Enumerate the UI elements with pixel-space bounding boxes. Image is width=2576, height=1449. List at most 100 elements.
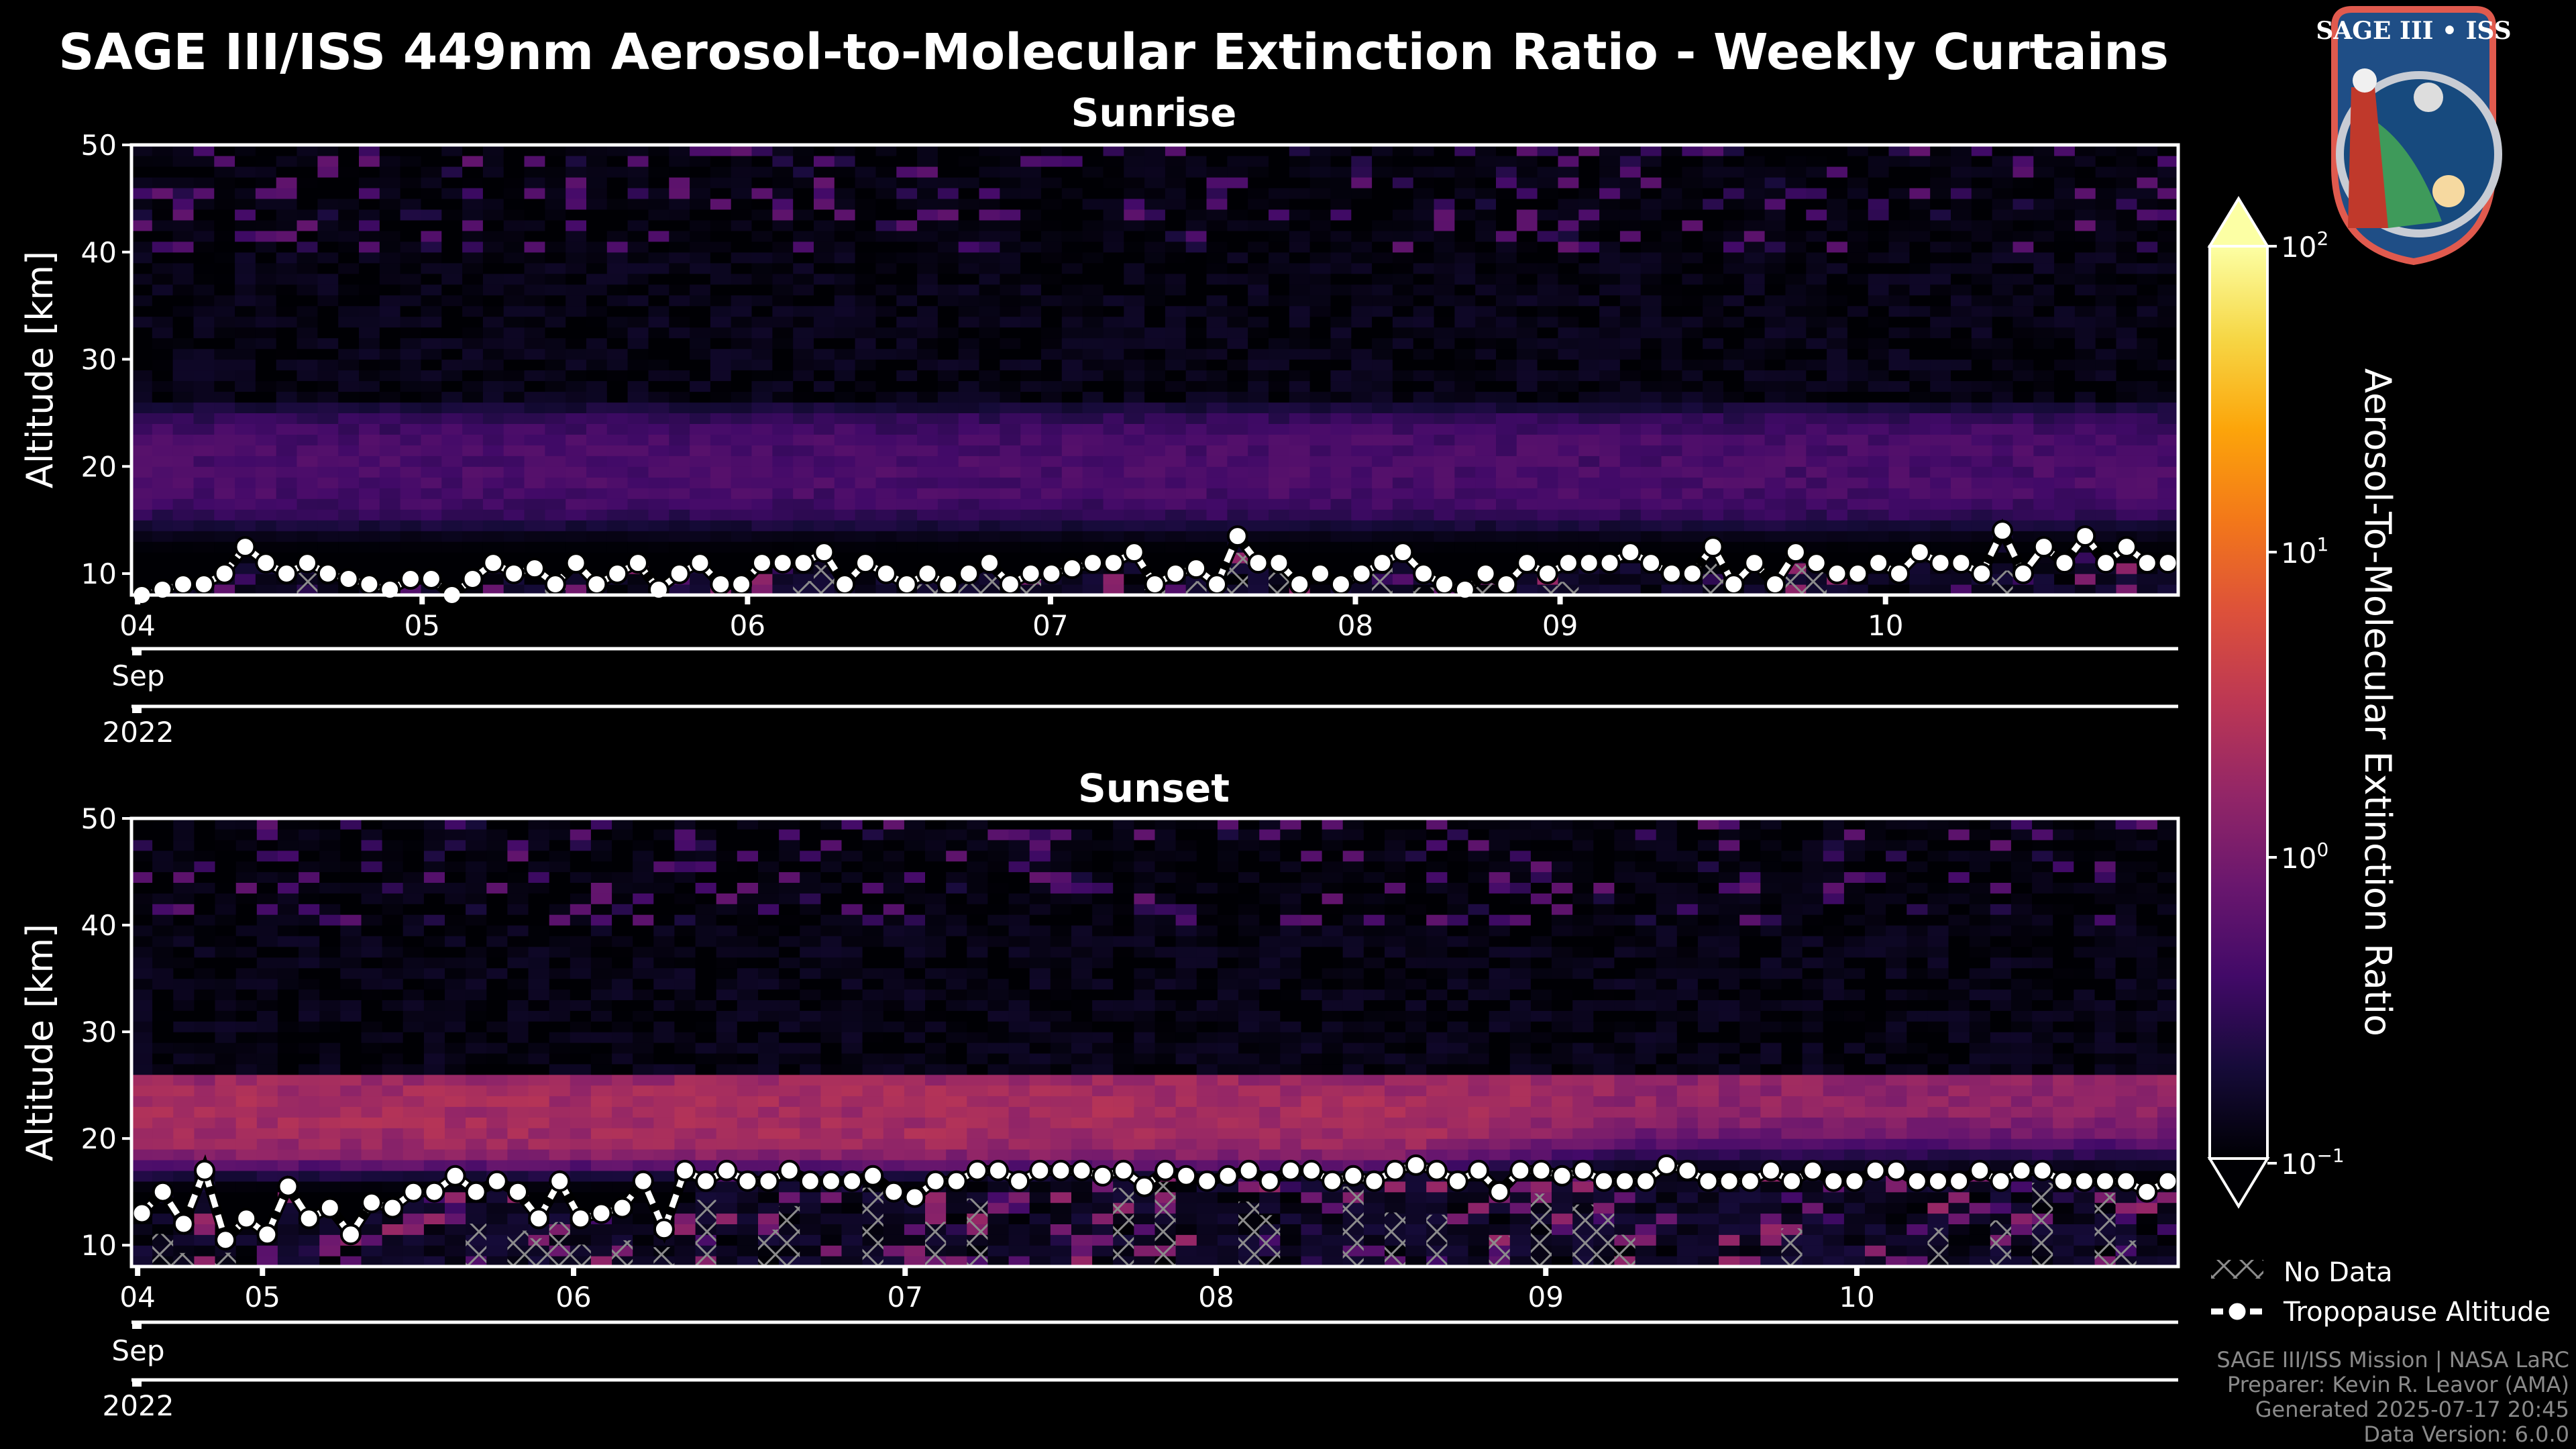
heatmap-cell [1599, 176, 1621, 189]
heatmap-cell [937, 187, 959, 199]
heatmap-cell [545, 402, 566, 413]
heatmap-cell [235, 574, 256, 585]
heatmap-cell [1496, 541, 1517, 553]
heatmap-cell [690, 252, 711, 264]
heatmap-cell [173, 936, 195, 947]
heatmap-cell [215, 1170, 237, 1182]
heatmap-cell [1434, 209, 1455, 221]
tropopause-point [979, 552, 1000, 574]
heatmap-cell [772, 145, 794, 156]
heatmap-cell [834, 198, 856, 210]
heatmap-cell [1806, 445, 1827, 456]
heatmap-cell [1558, 445, 1579, 456]
heatmap-cell [379, 434, 401, 445]
heatmap-cell [194, 893, 216, 904]
heatmap-cell [1185, 477, 1208, 488]
heatmap-cell [1578, 477, 1600, 488]
heatmap-cell [255, 574, 277, 585]
heatmap-cell [1785, 337, 1807, 350]
heatmap-cell [235, 466, 256, 478]
heatmap-cell [1847, 198, 1869, 210]
heatmap-cell [1103, 466, 1124, 478]
heatmap-cell [1930, 531, 1951, 542]
heatmap-cell [1330, 563, 1352, 574]
heatmap-cell [896, 145, 918, 156]
heatmap-cell [1392, 294, 1414, 307]
heatmap-cell [937, 370, 959, 382]
heatmap-cell [1496, 423, 1517, 435]
heatmap-cell [2157, 198, 2179, 210]
heatmap-cell [1619, 241, 1642, 253]
heatmap-cell [1000, 273, 1021, 285]
heatmap-cell [648, 187, 669, 199]
heatmap-cell [1682, 262, 1703, 274]
heatmap-cell [1558, 488, 1579, 499]
heatmap-cell [669, 498, 690, 510]
y-tick-label: 10 [81, 557, 117, 590]
heatmap-cell [423, 957, 445, 969]
heatmap-cell [462, 413, 484, 424]
heatmap-cell [958, 488, 980, 499]
heatmap-cell [627, 531, 649, 542]
heatmap-cell [361, 925, 383, 936]
heatmap-cell [772, 156, 794, 167]
heatmap-cell [1289, 531, 1311, 542]
heatmap-cell [1269, 145, 1290, 156]
heatmap-cell [1537, 316, 1558, 328]
heatmap-cell [317, 241, 339, 253]
heatmap-cell [1061, 262, 1083, 274]
heatmap-cell [462, 219, 484, 231]
heatmap-cell [382, 914, 404, 926]
heatmap-cell [1041, 305, 1063, 317]
heatmap-cell [1185, 252, 1208, 264]
heatmap-cell [606, 509, 629, 521]
heatmap-cell [299, 1234, 320, 1246]
heatmap-cell [482, 498, 504, 510]
heatmap-cell [1124, 498, 1145, 510]
sunrise-month-label: Sep [111, 659, 164, 692]
heatmap-cell [1743, 509, 1766, 521]
heatmap-cell [2116, 520, 2137, 531]
heatmap-cell [669, 219, 690, 231]
heatmap-cell [669, 156, 690, 167]
heatmap-cell [1743, 176, 1766, 189]
heatmap-cell [2095, 402, 2117, 413]
heatmap-cell [359, 552, 380, 564]
heatmap-cell [2116, 337, 2137, 350]
heatmap-cell [896, 156, 918, 167]
heatmap-cell [215, 1106, 237, 1118]
heatmap-cell [1640, 145, 1662, 156]
heatmap-cell [1661, 520, 1682, 531]
heatmap-cell [545, 520, 566, 531]
heatmap-cell [235, 893, 258, 904]
heatmap-cell [319, 1095, 341, 1107]
heatmap-cell [1185, 219, 1208, 231]
heatmap-cell [441, 348, 463, 360]
heatmap-cell [2137, 584, 2158, 596]
heatmap-cell [400, 156, 421, 167]
heatmap-cell [566, 531, 587, 542]
heatmap-cell [423, 1074, 445, 1086]
heatmap-cell [896, 509, 918, 521]
heatmap-cell [1000, 434, 1021, 445]
heatmap-cell [402, 925, 425, 936]
heatmap-cell [1082, 176, 1104, 189]
heatmap-cell [445, 1224, 466, 1235]
heatmap-cell [361, 871, 383, 883]
heatmap-cell [1413, 294, 1435, 307]
heatmap-cell [917, 498, 938, 510]
tropopause-point [1474, 563, 1497, 584]
heatmap-cell [1165, 145, 1187, 156]
heatmap-cell [276, 552, 298, 564]
heatmap-cell [2012, 434, 2034, 445]
heatmap-cell [131, 1256, 153, 1267]
heatmap-cell [855, 531, 876, 542]
heatmap-cell [1248, 445, 1269, 456]
heatmap-cell [834, 262, 856, 274]
heatmap-cell [1269, 241, 1290, 253]
heatmap-cell [1868, 327, 1890, 339]
heatmap-cell [340, 839, 362, 851]
heatmap-cell [1619, 391, 1642, 403]
heatmap-cell [2033, 455, 2055, 467]
heatmap-cell [1124, 423, 1145, 435]
